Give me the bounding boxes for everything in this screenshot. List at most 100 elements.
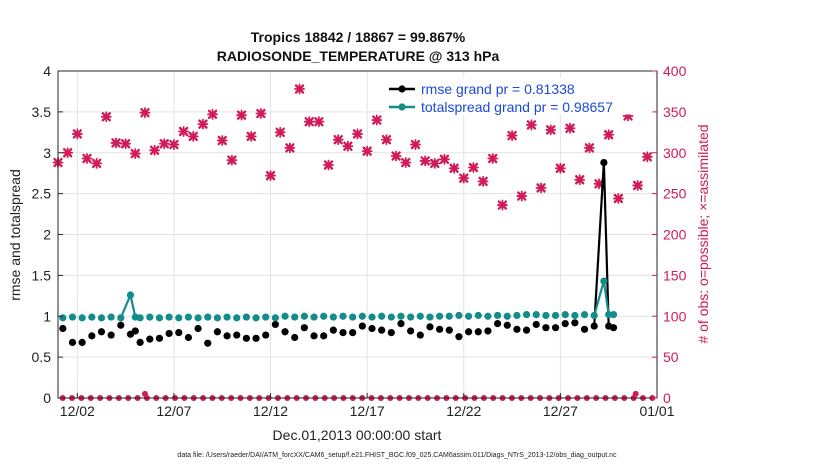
series-1-point (561, 311, 569, 319)
obs-assimilated-plus (603, 129, 615, 141)
series-0-point (300, 324, 308, 332)
obs-assimilated-point (100, 111, 112, 123)
obs-assimilated-plus (158, 138, 170, 150)
legend-spread-marker (398, 103, 406, 111)
series-1-point (522, 311, 531, 319)
series-0-point (358, 322, 366, 330)
obs-assimilated-plus (110, 137, 122, 149)
series-1-point (590, 311, 598, 320)
series-1-segment (129, 294, 137, 318)
series-0-point (165, 329, 173, 338)
series-1-point (571, 311, 579, 320)
obs-assimilated-plus (487, 153, 499, 164)
series-0-point (131, 327, 139, 335)
series-0-point (407, 327, 415, 335)
data-file-footnote: data file: /Users/raeder/DAI/ATM_forcXX/… (177, 452, 617, 459)
series-1-point (252, 314, 260, 322)
obs-assimilated-plus (216, 135, 228, 146)
obs-assimilated-point (612, 193, 624, 204)
obs-assimilated-point (294, 83, 305, 95)
legend-rmse-marker (398, 85, 406, 93)
legend-rmse-label: rmse grand pr = 0.81338 (421, 81, 575, 97)
obs-assimilated-plus (400, 157, 412, 168)
series-1-point (107, 313, 115, 321)
obs-assimilated-plus (226, 154, 238, 166)
legend-box (385, 77, 653, 115)
series-1-point (68, 313, 77, 321)
series-0-point (493, 320, 502, 328)
x-tick-label: 01/01 (639, 403, 674, 419)
obs-assimilated-plus (632, 180, 644, 191)
series-1-point (88, 313, 96, 321)
obs-assimilated-plus (207, 108, 218, 120)
obs-assimilated-plus (506, 130, 518, 141)
series-1-point (213, 314, 222, 322)
obs-assimilated-plus (477, 175, 489, 187)
obs-assimilated-point (120, 138, 132, 150)
series-0-point (465, 328, 473, 336)
series-1-point (503, 312, 511, 320)
obs-assimilated-point (274, 126, 286, 138)
series-1-point (320, 312, 328, 320)
series-0-point (117, 321, 125, 329)
series-0-point (484, 327, 492, 335)
series-0-point (609, 324, 618, 332)
series-1-point (542, 311, 550, 320)
series-0-point (281, 328, 289, 336)
obs-assimilated-point (158, 138, 170, 150)
series-0-point (397, 320, 405, 328)
obs-assimilated-point (468, 162, 479, 173)
legend-spread-label: totalspread grand pr = 0.98657 (421, 99, 613, 115)
series-0-point (339, 329, 347, 337)
obs-assimilated-plus (323, 159, 334, 171)
obs-assimilated-point (303, 116, 315, 128)
obs-assimilated-plus (255, 108, 267, 119)
series-1-point (532, 311, 540, 319)
series-1-point (407, 313, 415, 321)
series-1-segment (593, 280, 605, 316)
obs-assimilated-plus (294, 83, 305, 95)
y-axis-right-label: # of obs: o=possible; ×=assimilated (695, 124, 711, 343)
obs-assimilated-plus (62, 147, 74, 159)
y-tick-label: 2.5 (32, 186, 52, 202)
series-0-point (474, 328, 482, 336)
obs-assimilated-plus (236, 109, 247, 121)
obs-assimilated-point (62, 147, 74, 159)
series-0-point (522, 326, 531, 334)
series-1-point (387, 313, 395, 321)
series-1-point (184, 313, 193, 321)
series-1-point (339, 312, 347, 320)
obs-assimilated-point (603, 129, 615, 141)
series-0-point (262, 331, 270, 339)
obs-assimilated-point (410, 139, 421, 150)
series-0-point (97, 328, 106, 336)
obs-assimilated-point (361, 145, 373, 157)
series-1-point (474, 311, 482, 320)
series-0-point (387, 329, 395, 337)
obs-assimilated-plus (429, 157, 441, 169)
obs-assimilated-point (265, 170, 276, 182)
series-1-point (426, 313, 434, 321)
series-1-point (416, 312, 424, 320)
obs-assimilated-plus (120, 138, 132, 150)
y-right-tick-label: 200 (663, 227, 687, 243)
obs-assimilated-point (342, 140, 354, 152)
x-tick-label: 12/12 (253, 403, 288, 419)
series-1-point (242, 313, 250, 321)
series-1-point (78, 314, 86, 322)
obs-assimilated-plus (265, 170, 276, 182)
obs-assimilated-plus (371, 114, 383, 126)
obs-assimilated-plus (583, 142, 595, 154)
series-1-point (397, 312, 405, 320)
obs-assimilated-plus (274, 126, 286, 138)
obs-assimilated-point (526, 119, 537, 131)
y-tick-label: 2 (43, 227, 51, 243)
obs-assimilated-plus (641, 151, 653, 163)
obs-assimilated-point (554, 162, 566, 174)
obs-assimilated-point (516, 190, 528, 202)
series-0-segment (602, 162, 610, 327)
obs-assimilated-point (71, 128, 83, 140)
series-0-point (513, 325, 521, 333)
obs-assimilated-point (110, 137, 122, 149)
